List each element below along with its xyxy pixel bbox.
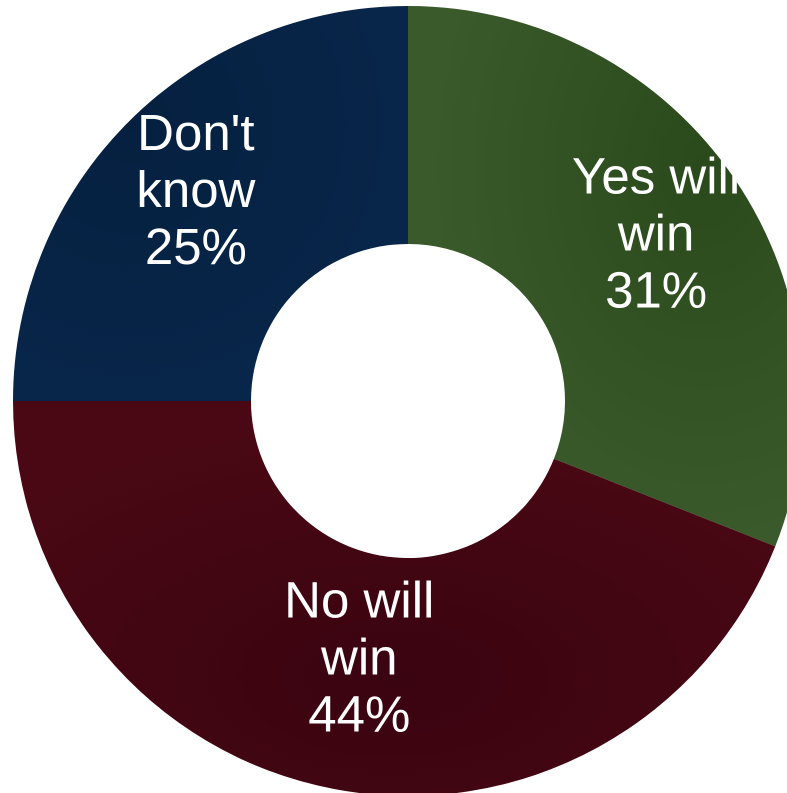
donut-slices [13,6,787,793]
slice-label-line: win [320,628,398,685]
slice-label-line: win [617,204,695,261]
slice-dont-know [13,6,408,401]
slice-label-line: Yes will [572,147,740,204]
label-no-will-win: No will win 44% [284,571,434,742]
slice-percent: 31% [605,261,707,318]
label-yes-will-win: Yes will win 31% [572,147,740,318]
slice-label-line: No will [284,571,434,628]
slice-percent: 44% [308,685,410,742]
label-dont-know: Don't know 25% [136,104,255,275]
slice-yes-will-win [408,6,787,547]
donut-labels: Yes will win 31%No will win 44%Don't know 25% [136,104,740,743]
slice-percent: 25% [145,218,247,275]
slice-label-line: Don't [137,104,254,161]
slice-no-will-win [13,401,776,793]
slice-label-line: know [136,161,255,218]
